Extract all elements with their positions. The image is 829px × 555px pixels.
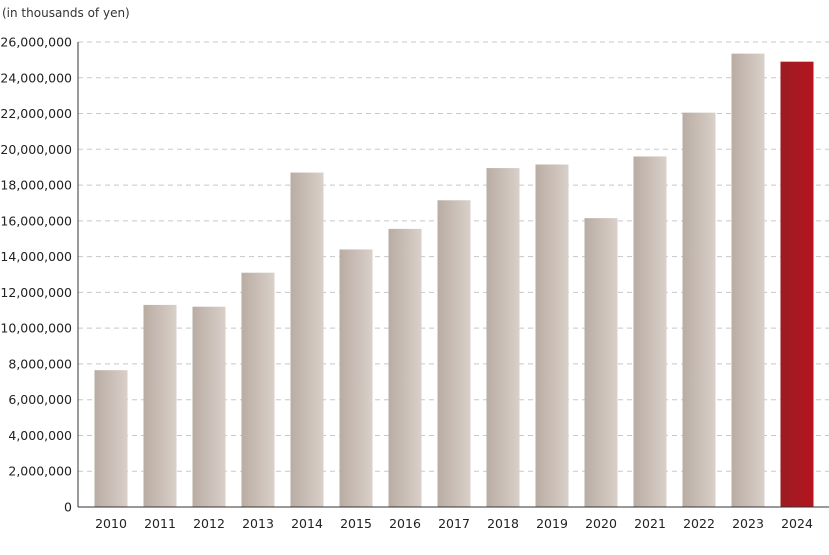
x-tick-label: 2018 — [487, 516, 519, 531]
x-tick-label: 2017 — [438, 516, 470, 531]
x-tick-label: 2012 — [193, 516, 225, 531]
bar-2011 — [143, 304, 177, 507]
bar-2018 — [486, 168, 520, 507]
x-tick-label: 2022 — [683, 516, 715, 531]
y-tick-label: 20,000,000 — [0, 142, 72, 157]
y-tick-label: 10,000,000 — [0, 321, 72, 336]
bar-2013 — [241, 272, 275, 507]
unit-label: (in thousands of yen) — [2, 6, 130, 20]
y-tick-label: 22,000,000 — [0, 106, 72, 121]
bar-2012 — [192, 306, 226, 507]
x-tick-label: 2010 — [95, 516, 127, 531]
bar-2022 — [682, 112, 716, 508]
y-tick-label: 2,000,000 — [8, 464, 72, 479]
y-tick-label: 18,000,000 — [0, 178, 72, 193]
bar-2020 — [584, 218, 618, 508]
x-tick-label: 2011 — [144, 516, 176, 531]
bar-2010 — [94, 370, 128, 507]
y-tick-label: 26,000,000 — [0, 35, 72, 50]
bar-2021 — [633, 156, 667, 507]
x-tick-label: 2013 — [242, 516, 274, 531]
bar-2014 — [290, 172, 324, 508]
bar-2016 — [388, 228, 422, 507]
x-tick-label: 2014 — [291, 516, 323, 531]
x-tick-label: 2021 — [634, 516, 666, 531]
bar-2023 — [731, 53, 765, 507]
y-tick-label: 0 — [64, 500, 72, 515]
y-tick-label: 16,000,000 — [0, 213, 72, 228]
x-tick-label: 2015 — [340, 516, 372, 531]
x-tick-label: 2016 — [389, 516, 421, 531]
bar-2015 — [339, 249, 373, 507]
y-tick-label: 8,000,000 — [8, 356, 72, 371]
x-tick-label: 2019 — [536, 516, 568, 531]
bar-2017 — [437, 200, 471, 507]
y-tick-label: 12,000,000 — [0, 285, 72, 300]
y-tick-label: 6,000,000 — [8, 392, 72, 407]
x-tick-label: 2024 — [781, 516, 813, 531]
x-tick-label: 2020 — [585, 516, 617, 531]
y-tick-label: 14,000,000 — [0, 249, 72, 264]
bar-2019 — [535, 164, 569, 507]
x-tick-label: 2023 — [732, 516, 764, 531]
y-tick-label: 24,000,000 — [0, 70, 72, 85]
axis-lines — [77, 42, 829, 508]
bars — [94, 53, 814, 508]
y-axis-ticks: 0 2,000,000 4,000,000 6,000,000 8,000,000 10,… — [0, 35, 72, 515]
x-axis-ticks: 2010 2011 2012 2013 2014 2015 2016 2017 2018 2019… — [95, 516, 813, 531]
bar-2024 — [780, 61, 814, 508]
y-tick-label: 4,000,000 — [8, 428, 72, 443]
